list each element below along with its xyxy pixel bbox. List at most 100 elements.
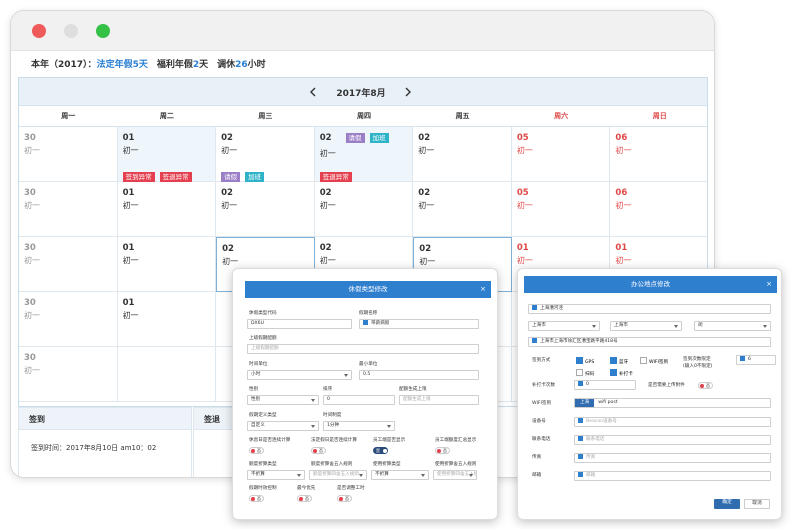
next-month[interactable] [404,87,412,97]
select[interactable]: 不折算 [371,470,429,480]
close-button[interactable]: × [766,280,772,288]
day-cell[interactable]: 06 初一 [610,182,707,237]
input[interactable]: 上海 wifi post [574,398,771,408]
min-dot[interactable] [64,24,78,38]
select[interactable]: 闵 [694,321,771,331]
day-number: 02 [320,243,346,253]
day-number: 30 [24,188,50,198]
input[interactable]: 0.5 [359,370,479,380]
day-number: 02 [419,244,445,254]
label: 性别 [249,387,259,392]
day-cell[interactable]: 02 初一 [413,182,512,237]
select[interactable]: 1分钟 [323,421,395,431]
weekday: 周六 [511,106,611,127]
checkbox-box [610,369,617,376]
day-cell[interactable]: 05 初一 [511,127,611,182]
select[interactable]: 使用折算四舍五入规则 [433,470,477,480]
toggle-knob [339,497,343,501]
toggle-knob [383,449,387,453]
input[interactable]: 0 [323,395,395,405]
day-cell[interactable]: 02 初一 [216,182,315,237]
day-cell[interactable]: 02 初一 请假 加班 [216,127,315,182]
day-cell[interactable]: 06 初一 [610,127,707,182]
checkbox[interactable]: 补打卡 [610,369,633,378]
lunar-date: 初一 [24,311,40,320]
toggle[interactable]: 否 [435,447,450,454]
prev-month[interactable] [309,87,317,97]
toggle-text: 否 [257,448,261,453]
input[interactable]: 0 [574,380,636,390]
status-tag: 请假 [345,133,365,143]
lunar-date: 初一 [615,146,632,155]
ok-button[interactable]: 确定 [714,499,740,509]
toggle[interactable]: 否 [297,495,312,502]
toggle-knob [299,497,303,501]
office-modal: 办公地点修改 × 上海漕河泾 上海市 上海市 闵 上海市上海市徐汇区漕宝路平路41… [517,268,782,520]
select[interactable]: 额度折算四舍五入规则 [309,470,367,480]
day-cell[interactable]: 02 初一 [314,182,414,237]
icon [578,436,583,441]
toggle[interactable]: 否 [249,495,264,502]
select[interactable]: 自定义 [247,421,319,431]
input[interactable]: 带薪病假 [359,319,479,329]
day-cell[interactable]: 30 初一 [19,127,118,182]
checkbox[interactable]: GPS [576,357,594,366]
weekday: 周日 [610,106,707,127]
input[interactable]: 上海漕河泾 [528,304,771,314]
day-cell[interactable]: 01 初一 [117,182,217,237]
day-cell[interactable]: 30 初一 [19,292,118,347]
day-cell[interactable]: 05 初一 [511,182,611,237]
day-text: 02 [222,244,234,254]
select[interactable]: 上海市 [528,321,600,331]
summary-part: 2 [192,60,200,70]
input-value: 0 [586,382,589,387]
day-text: 06 [615,188,628,198]
day-cell[interactable]: 01 初一 [117,292,217,347]
input[interactable]: 上级假期配额 [247,344,479,354]
toggle[interactable]: 是 [373,447,388,454]
lunar-date: 初一 [221,146,238,155]
label: 设备号 [532,419,546,424]
toggle[interactable]: 否 [249,447,264,454]
toggle[interactable]: 否 [337,495,352,502]
input[interactable]: 联系电话 [574,435,771,445]
close-button[interactable]: × [480,285,486,293]
input[interactable]: 6 [736,355,776,365]
lunar-date: 初一 [221,201,238,210]
day-cell[interactable] [117,347,217,402]
label: 传真 [532,455,542,460]
input[interactable]: 配额生成上限 [399,395,479,405]
max-dot[interactable] [96,24,110,38]
select[interactable]: 不折算 [247,470,305,480]
day-text: 02 [221,133,233,143]
icon [532,338,537,343]
day-cell[interactable]: 02 请假 加班 初一 签退异常 [314,127,414,183]
summary-part: 调休 [217,60,236,70]
checkbox[interactable]: 蓝牙 [610,357,628,366]
cancel-button[interactable]: 取消 [744,499,770,509]
day-cell[interactable]: 30 初一 [19,237,118,292]
close-dot[interactable] [32,24,46,38]
input[interactable]: 上海市上海市徐汇区漕宝路平路418号 [528,337,771,347]
toggle[interactable]: 否 [698,382,713,389]
day-cell[interactable]: 01 初一 签到异常 签退异常 [117,127,217,182]
checkbox-label: WIFI签到 [649,360,669,365]
select[interactable]: 性别 [247,395,319,405]
day-cell[interactable]: 30 初一 [19,347,118,402]
checkbox[interactable]: WIFI签到 [640,357,668,366]
tag-row: 签退异常 [319,164,357,183]
select[interactable]: 小时 [247,370,352,380]
day-cell[interactable]: 30 初一 [19,182,118,237]
toggle[interactable]: 否 [311,447,326,454]
input[interactable]: DX6U [247,319,352,329]
checkbox-box [640,357,647,364]
checkbox[interactable]: 扫码 [576,369,594,378]
input[interactable]: 邮箱 [574,471,771,481]
input[interactable]: Beacon设备号 [574,417,771,427]
select[interactable]: 上海市 [610,321,682,331]
lunar-date: 初一 [122,256,139,265]
day-cell[interactable]: 01 初一 [117,237,217,292]
checkbox-label: GPS [585,360,595,365]
day-cell[interactable]: 02 初一 [413,127,512,182]
input[interactable]: 传真 [574,453,771,463]
